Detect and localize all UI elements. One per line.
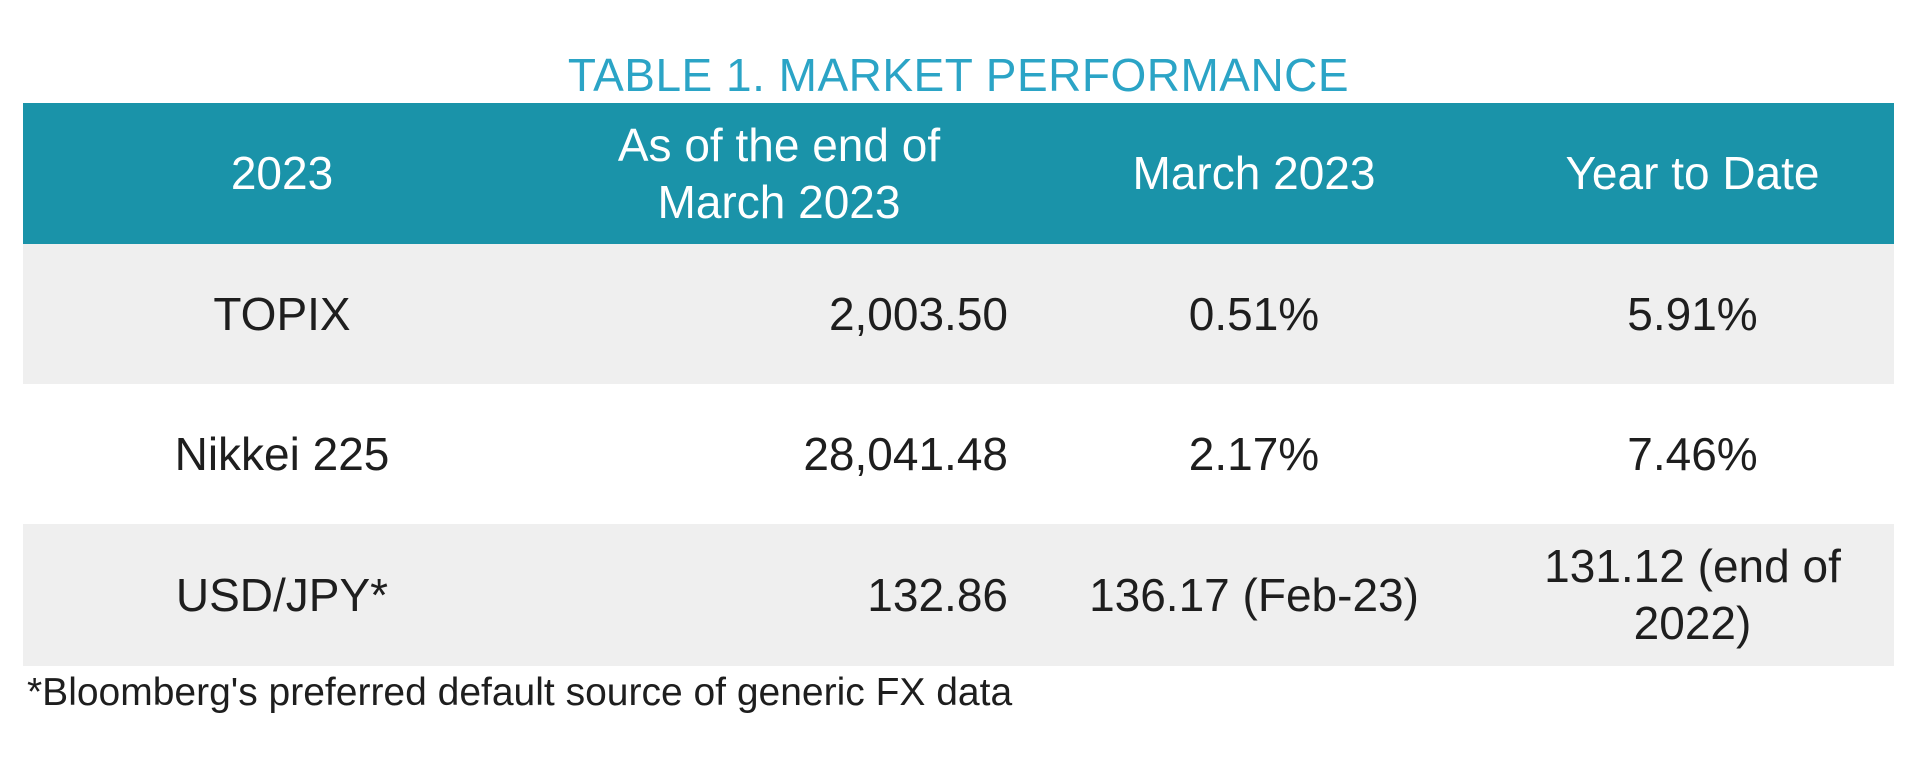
column-header-march: March 2023 (1017, 103, 1491, 244)
table-row-nikkei: Nikkei 225 28,041.48 2.17% 7.46% (23, 384, 1894, 524)
value-end-of-march: 2,003.50 (828, 287, 1008, 340)
table-row-usdjpy: USD/JPY* 132.86 136.17 (Feb-23) 131.12 (… (23, 524, 1894, 666)
market-performance-table: 2023 As of the end of March 2023 March 2… (23, 103, 1894, 666)
footnote: *Bloomberg's preferred default source of… (27, 671, 1013, 714)
value-year-to-date: 7.46% (1627, 427, 1758, 480)
row-label: TOPIX (213, 287, 351, 340)
value-end-of-march: 132.86 (867, 568, 1008, 621)
row-label: USD/JPY* (175, 568, 389, 621)
row-label: Nikkei 225 (174, 427, 390, 480)
value-end-of-march: 28,041.48 (803, 427, 1008, 480)
column-header-end-of-march: As of the end of March 2023 (541, 103, 1017, 244)
value-year-to-date: 131.12 (end of 2022) (1544, 540, 1841, 649)
column-header-year: 2023 (23, 103, 541, 244)
table-row-topix: TOPIX 2,003.50 0.51% 5.91% (23, 244, 1894, 384)
value-year-to-date: 5.91% (1627, 287, 1758, 340)
table-title: TABLE 1. MARKET PERFORMANCE (567, 49, 1350, 101)
value-march: 136.17 (Feb-23) (1089, 568, 1419, 621)
column-header-year-to-date: Year to Date (1491, 103, 1894, 244)
header-row: 2023 As of the end of March 2023 March 2… (23, 103, 1894, 244)
report-page: TABLE 1. MARKET PERFORMANCE 2023 As of t… (0, 51, 1920, 783)
value-march: 2.17% (1188, 427, 1320, 480)
value-march: 0.51% (1188, 287, 1320, 340)
